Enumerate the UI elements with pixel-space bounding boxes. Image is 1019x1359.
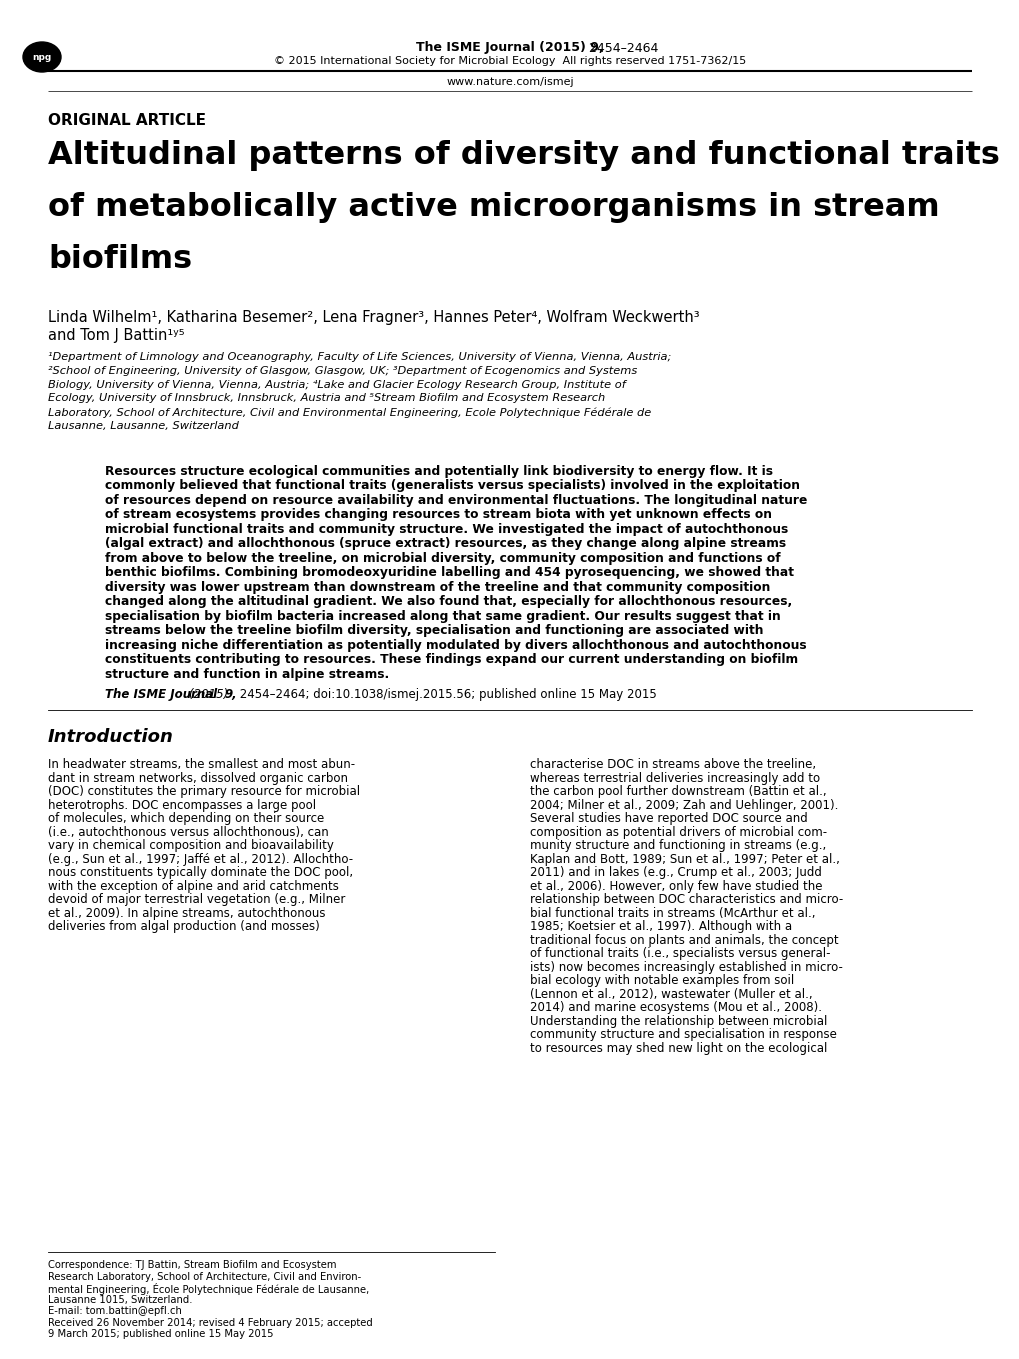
- Text: of molecules, which depending on their source: of molecules, which depending on their s…: [48, 813, 324, 825]
- Text: (DOC) constitutes the primary resource for microbial: (DOC) constitutes the primary resource f…: [48, 786, 360, 798]
- Text: Lausanne, Lausanne, Switzerland: Lausanne, Lausanne, Switzerland: [48, 421, 238, 431]
- Text: Kaplan and Bott, 1989; Sun et al., 1997; Peter et al.,: Kaplan and Bott, 1989; Sun et al., 1997;…: [530, 853, 839, 866]
- Text: from above to below the treeline, on microbial diversity, community composition : from above to below the treeline, on mic…: [105, 552, 780, 565]
- Text: (2015): (2015): [189, 688, 231, 701]
- Text: npg: npg: [33, 53, 52, 61]
- Text: whereas terrestrial deliveries increasingly add to: whereas terrestrial deliveries increasin…: [530, 772, 819, 784]
- Text: diversity was lower upstream than downstream of the treeline and that community : diversity was lower upstream than downst…: [105, 580, 769, 594]
- Text: streams below the treeline biofilm diversity, specialisation and functioning are: streams below the treeline biofilm diver…: [105, 624, 763, 637]
- Text: Correspondence: TJ Battin, Stream Biofilm and Ecosystem: Correspondence: TJ Battin, Stream Biofil…: [48, 1260, 336, 1271]
- Text: of resources depend on resource availability and environmental fluctuations. The: of resources depend on resource availabi…: [105, 493, 807, 507]
- Text: 2454–2464; doi:10.1038/ismej.2015.56; published online 15 May 2015: 2454–2464; doi:10.1038/ismej.2015.56; pu…: [235, 688, 656, 701]
- Text: relationship between DOC characteristics and micro-: relationship between DOC characteristics…: [530, 893, 843, 906]
- Text: structure and function in alpine streams.: structure and function in alpine streams…: [105, 667, 389, 681]
- Text: Biology, University of Vienna, Vienna, Austria; ⁴Lake and Glacier Ecology Resear: Biology, University of Vienna, Vienna, A…: [48, 379, 625, 390]
- Text: specialisation by biofilm bacteria increased along that same gradient. Our resul: specialisation by biofilm bacteria incre…: [105, 610, 780, 622]
- Ellipse shape: [23, 42, 61, 72]
- Text: Introduction: Introduction: [48, 728, 173, 746]
- Text: increasing niche differentiation as potentially modulated by divers allochthonou: increasing niche differentiation as pote…: [105, 639, 806, 652]
- Text: bial ecology with notable examples from soil: bial ecology with notable examples from …: [530, 974, 794, 987]
- Text: 2454–2464: 2454–2464: [585, 42, 658, 54]
- Text: commonly believed that functional traits (generalists versus specialists) involv: commonly believed that functional traits…: [105, 480, 799, 492]
- Text: Lausanne 1015, Switzerland.: Lausanne 1015, Switzerland.: [48, 1295, 193, 1305]
- Text: of metabolically active microorganisms in stream: of metabolically active microorganisms i…: [48, 192, 938, 223]
- Text: Several studies have reported DOC source and: Several studies have reported DOC source…: [530, 813, 807, 825]
- Text: ¹Department of Limnology and Oceanography, Faculty of Life Sciences, University : ¹Department of Limnology and Oceanograph…: [48, 352, 671, 361]
- Text: Resources structure ecological communities and potentially link biodiversity to : Resources structure ecological communiti…: [105, 465, 772, 478]
- Text: of stream ecosystems provides changing resources to stream biota with yet unknow: of stream ecosystems provides changing r…: [105, 508, 771, 522]
- Text: biofilms: biofilms: [48, 245, 192, 275]
- Text: (i.e., autochthonous versus allochthonous), can: (i.e., autochthonous versus allochthonou…: [48, 826, 328, 839]
- Text: bial functional traits in streams (McArthur et al.,: bial functional traits in streams (McArt…: [530, 906, 815, 920]
- Text: benthic biofilms. Combining bromodeoxyuridine labelling and 454 pyrosequencing, : benthic biofilms. Combining bromodeoxyur…: [105, 567, 793, 579]
- Text: In headwater streams, the smallest and most abun-: In headwater streams, the smallest and m…: [48, 758, 355, 772]
- Text: et al., 2009). In alpine streams, autochthonous: et al., 2009). In alpine streams, autoch…: [48, 906, 325, 920]
- Text: 9,: 9,: [225, 688, 237, 701]
- Text: devoid of major terrestrial vegetation (e.g., Milner: devoid of major terrestrial vegetation (…: [48, 893, 345, 906]
- Text: Received 26 November 2014; revised 4 February 2015; accepted: Received 26 November 2014; revised 4 Feb…: [48, 1317, 372, 1328]
- Text: of functional traits (i.e., specialists versus general-: of functional traits (i.e., specialists …: [530, 947, 829, 961]
- Text: ²School of Engineering, University of Glasgow, Glasgow, UK; ³Department of Ecoge: ²School of Engineering, University of Gl…: [48, 366, 637, 376]
- Text: et al., 2006). However, only few have studied the: et al., 2006). However, only few have st…: [530, 879, 821, 893]
- Text: 9 March 2015; published online 15 May 2015: 9 March 2015; published online 15 May 20…: [48, 1329, 273, 1339]
- Text: Altitudinal patterns of diversity and functional traits: Altitudinal patterns of diversity and fu…: [48, 140, 999, 171]
- Text: and Tom J Battin¹ʸ⁵: and Tom J Battin¹ʸ⁵: [48, 328, 184, 342]
- Text: deliveries from algal production (and mosses): deliveries from algal production (and mo…: [48, 920, 319, 934]
- Text: to resources may shed new light on the ecological: to resources may shed new light on the e…: [530, 1042, 826, 1055]
- Text: nous constituents typically dominate the DOC pool,: nous constituents typically dominate the…: [48, 866, 353, 879]
- Text: The ISME Journal: The ISME Journal: [105, 688, 217, 701]
- Text: Research Laboratory, School of Architecture, Civil and Environ-: Research Laboratory, School of Architect…: [48, 1272, 361, 1282]
- Text: constituents contributing to resources. These findings expand our current unders: constituents contributing to resources. …: [105, 654, 797, 666]
- Text: 2004; Milner et al., 2009; Zah and Uehlinger, 2001).: 2004; Milner et al., 2009; Zah and Uehli…: [530, 799, 838, 811]
- Text: © 2015 International Society for Microbial Ecology  All rights reserved 1751-736: © 2015 International Society for Microbi…: [274, 56, 745, 67]
- Text: changed along the altitudinal gradient. We also found that, especially for alloc: changed along the altitudinal gradient. …: [105, 595, 792, 609]
- Text: The ISME Journal (2015) 9,: The ISME Journal (2015) 9,: [416, 42, 603, 54]
- Text: the carbon pool further downstream (Battin et al.,: the carbon pool further downstream (Batt…: [530, 786, 825, 798]
- Text: ORIGINAL ARTICLE: ORIGINAL ARTICLE: [48, 113, 206, 128]
- Text: ists) now becomes increasingly established in micro-: ists) now becomes increasingly establish…: [530, 961, 842, 974]
- Text: characterise DOC in streams above the treeline,: characterise DOC in streams above the tr…: [530, 758, 815, 772]
- Text: munity structure and functioning in streams (e.g.,: munity structure and functioning in stre…: [530, 840, 825, 852]
- Text: traditional focus on plants and animals, the concept: traditional focus on plants and animals,…: [530, 934, 838, 947]
- Text: Linda Wilhelm¹, Katharina Besemer², Lena Fragner³, Hannes Peter⁴, Wolfram Weckwe: Linda Wilhelm¹, Katharina Besemer², Lena…: [48, 310, 699, 325]
- Text: 2011) and in lakes (e.g., Crump et al., 2003; Judd: 2011) and in lakes (e.g., Crump et al., …: [530, 866, 821, 879]
- Text: Understanding the relationship between microbial: Understanding the relationship between m…: [530, 1015, 826, 1027]
- Text: with the exception of alpine and arid catchments: with the exception of alpine and arid ca…: [48, 879, 338, 893]
- Text: heterotrophs. DOC encompasses a large pool: heterotrophs. DOC encompasses a large po…: [48, 799, 316, 811]
- Text: (algal extract) and allochthonous (spruce extract) resources, as they change alo: (algal extract) and allochthonous (spruc…: [105, 537, 786, 550]
- Text: microbial functional traits and community structure. We investigated the impact : microbial functional traits and communit…: [105, 523, 788, 535]
- Text: vary in chemical composition and bioavailability: vary in chemical composition and bioavai…: [48, 840, 333, 852]
- Text: Ecology, University of Innsbruck, Innsbruck, Austria and ⁵Stream Biofilm and Eco: Ecology, University of Innsbruck, Innsbr…: [48, 393, 604, 404]
- Text: (e.g., Sun et al., 1997; Jaffé et al., 2012). Allochtho-: (e.g., Sun et al., 1997; Jaffé et al., 2…: [48, 853, 353, 866]
- Text: (Lennon et al., 2012), wastewater (Muller et al.,: (Lennon et al., 2012), wastewater (Mulle…: [530, 988, 812, 1000]
- Text: community structure and specialisation in response: community structure and specialisation i…: [530, 1029, 836, 1041]
- Text: mental Engineering, École Polytechnique Fédérale de Lausanne,: mental Engineering, École Polytechnique …: [48, 1283, 369, 1295]
- Text: 1985; Koetsier et al., 1997). Although with a: 1985; Koetsier et al., 1997). Although w…: [530, 920, 792, 934]
- Text: 2014) and marine ecosystems (Mou et al., 2008).: 2014) and marine ecosystems (Mou et al.,…: [530, 1002, 821, 1014]
- Text: E-mail: tom.battin@epfl.ch: E-mail: tom.battin@epfl.ch: [48, 1306, 181, 1316]
- Text: dant in stream networks, dissolved organic carbon: dant in stream networks, dissolved organ…: [48, 772, 347, 784]
- Text: www.nature.com/ismej: www.nature.com/ismej: [445, 77, 574, 87]
- Text: composition as potential drivers of microbial com-: composition as potential drivers of micr…: [530, 826, 826, 839]
- Text: Laboratory, School of Architecture, Civil and Environmental Engineering, Ecole P: Laboratory, School of Architecture, Civi…: [48, 408, 650, 417]
